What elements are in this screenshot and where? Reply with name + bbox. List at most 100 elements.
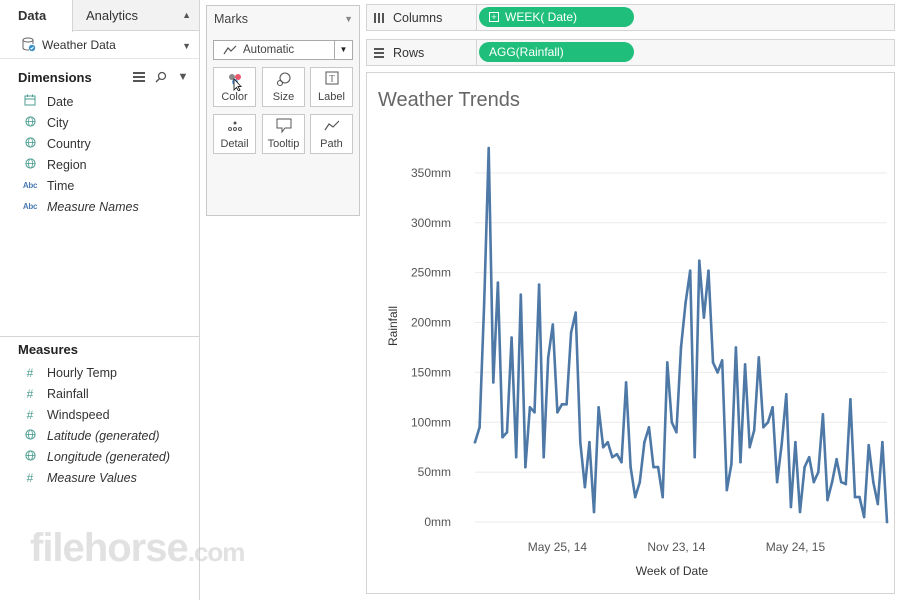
data-point[interactable] <box>780 442 784 446</box>
data-point[interactable] <box>794 440 797 444</box>
chevron-down-icon[interactable]: ▼ <box>177 71 189 83</box>
data-point[interactable] <box>807 455 811 459</box>
measure-field[interactable]: # Rainfall <box>0 383 199 404</box>
tooltip-button[interactable]: Tooltip <box>262 114 305 154</box>
data-point[interactable] <box>716 371 719 374</box>
data-point[interactable] <box>702 316 706 319</box>
data-point[interactable] <box>853 495 857 499</box>
data-point[interactable] <box>661 495 664 499</box>
data-point[interactable] <box>647 425 651 429</box>
data-point[interactable] <box>830 480 834 484</box>
dimension-field[interactable]: Abc Time <box>0 175 199 196</box>
data-point[interactable] <box>611 455 614 459</box>
data-point[interactable] <box>844 482 848 486</box>
label-button[interactable]: T Label <box>310 67 353 107</box>
detail-button[interactable]: Detail <box>213 114 256 154</box>
dimension-field[interactable]: Country <box>0 133 199 154</box>
data-point[interactable] <box>789 505 793 509</box>
data-point[interactable] <box>881 440 884 444</box>
rainfall-series-line[interactable] <box>473 146 889 524</box>
data-point[interactable] <box>519 293 523 296</box>
data-point[interactable] <box>665 361 669 364</box>
data-point[interactable] <box>812 480 816 484</box>
data-point[interactable] <box>473 440 477 444</box>
data-point[interactable] <box>624 381 628 384</box>
data-point[interactable] <box>643 440 646 444</box>
data-point[interactable] <box>656 465 660 469</box>
data-point[interactable] <box>569 331 573 334</box>
tab-analytics[interactable]: Analytics ▲ ▼ <box>73 0 199 51</box>
line-chart[interactable]: 0mm 50mm 100mm 150mm 200mm 250mm 300mm 350mm May… <box>367 73 894 593</box>
measure-field[interactable]: Longitude (generated) <box>0 446 199 467</box>
data-point[interactable] <box>798 510 802 514</box>
measure-field[interactable]: # Hourly Temp <box>0 362 199 383</box>
data-point[interactable] <box>688 269 692 272</box>
data-point[interactable] <box>560 403 564 406</box>
data-point[interactable] <box>528 406 532 409</box>
data-point[interactable] <box>725 488 729 492</box>
data-point[interactable] <box>578 440 582 444</box>
data-point[interactable] <box>876 502 880 506</box>
data-point[interactable] <box>748 445 751 449</box>
data-point[interactable] <box>505 430 509 434</box>
data-point[interactable] <box>496 281 500 284</box>
view-list-icon[interactable] <box>131 70 147 84</box>
data-point[interactable] <box>707 269 710 272</box>
data-point[interactable] <box>739 460 742 464</box>
data-point[interactable] <box>839 480 843 484</box>
data-point[interactable] <box>675 430 678 434</box>
data-point[interactable] <box>871 480 875 484</box>
data-point[interactable] <box>592 510 596 514</box>
tab-data[interactable]: Data <box>0 0 73 32</box>
data-point[interactable] <box>784 393 788 396</box>
data-point[interactable] <box>743 363 747 366</box>
data-point[interactable] <box>565 403 568 406</box>
data-point[interactable] <box>867 443 870 447</box>
data-point[interactable] <box>858 495 861 499</box>
data-point[interactable] <box>885 520 889 524</box>
data-point[interactable] <box>542 455 545 459</box>
data-point[interactable] <box>546 356 550 359</box>
color-button[interactable]: Color <box>213 67 256 107</box>
chevron-down-icon[interactable]: ▼ <box>344 14 353 24</box>
dimension-field[interactable]: City <box>0 112 199 133</box>
data-point[interactable] <box>679 346 683 349</box>
data-point[interactable] <box>510 336 513 339</box>
data-point[interactable] <box>597 406 600 409</box>
data-point[interactable] <box>821 412 825 416</box>
data-point[interactable] <box>514 455 518 459</box>
data-point[interactable] <box>757 356 761 359</box>
data-point[interactable] <box>734 346 738 349</box>
data-point[interactable] <box>583 485 587 489</box>
data-point[interactable] <box>775 480 779 484</box>
data-point[interactable] <box>652 465 655 469</box>
dimension-field[interactable]: Region <box>0 154 199 175</box>
data-point[interactable] <box>524 465 527 469</box>
data-point[interactable] <box>629 465 632 469</box>
data-point[interactable] <box>478 425 481 429</box>
measure-field[interactable]: # Measure Values <box>0 467 199 488</box>
data-point[interactable] <box>537 283 541 286</box>
chevron-down-icon[interactable]: ▼ <box>334 41 352 59</box>
rows-pill[interactable]: AGG(Rainfall) <box>479 42 634 62</box>
data-point[interactable] <box>638 480 642 484</box>
size-button[interactable]: Size <box>262 67 305 107</box>
data-point[interactable] <box>615 452 619 456</box>
data-point[interactable] <box>720 359 724 362</box>
data-point[interactable] <box>862 515 866 519</box>
data-point[interactable] <box>684 301 687 304</box>
datasource-item[interactable]: Weather Data <box>0 31 199 59</box>
mark-type-select[interactable]: Automatic ▼ <box>213 40 353 60</box>
data-point[interactable] <box>492 381 495 384</box>
data-point[interactable] <box>771 406 774 409</box>
data-point[interactable] <box>633 495 637 499</box>
data-point[interactable] <box>501 435 504 439</box>
dimension-field[interactable]: Abc Measure Names <box>0 196 199 217</box>
data-point[interactable] <box>698 259 701 263</box>
data-point[interactable] <box>574 311 578 314</box>
search-icon[interactable] <box>153 70 169 84</box>
data-point[interactable] <box>817 470 820 474</box>
measure-field[interactable]: # Windspeed <box>0 404 199 425</box>
data-point[interactable] <box>803 465 806 469</box>
expand-icon[interactable]: + <box>489 12 499 22</box>
